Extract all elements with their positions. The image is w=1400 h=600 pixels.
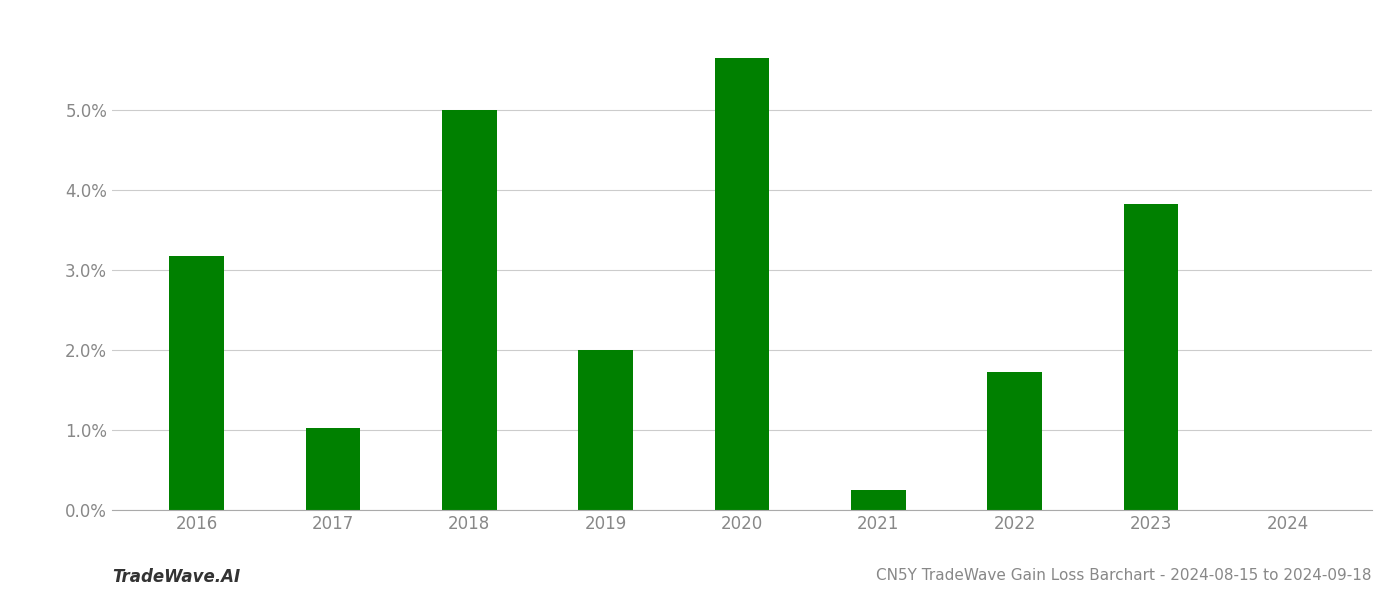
Text: TradeWave.AI: TradeWave.AI [112,568,241,586]
Bar [1124,203,1179,510]
Bar [442,110,497,510]
Bar [305,428,360,510]
Bar [715,58,769,510]
Text: CN5Y TradeWave Gain Loss Barchart - 2024-08-15 to 2024-09-18: CN5Y TradeWave Gain Loss Barchart - 2024… [876,568,1372,583]
Bar [987,373,1042,510]
Bar [851,490,906,510]
Bar [578,350,633,510]
Bar [169,256,224,510]
